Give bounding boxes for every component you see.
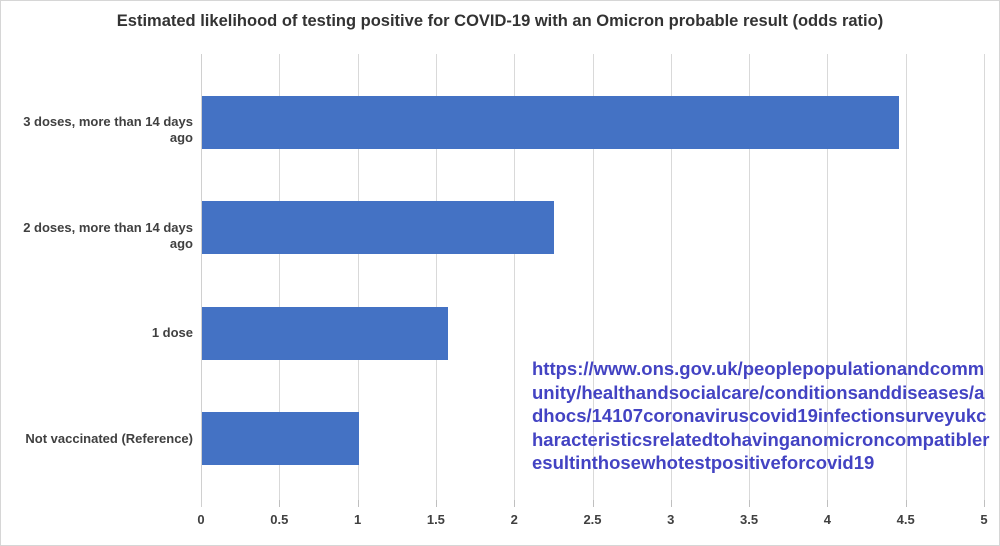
x-gridline: [749, 54, 751, 500]
x-axis-tick: [435, 500, 437, 507]
category-label: 3 doses, more than 14 days ago: [23, 114, 193, 145]
x-axis-tick-label: 1: [353, 512, 362, 527]
x-axis-tick: [357, 500, 359, 507]
x-gridline: [435, 54, 437, 500]
x-axis-tick: [827, 500, 829, 507]
x-axis-tick-label: 0.5: [270, 512, 289, 527]
data-bar: [202, 95, 899, 149]
x-axis-tick: [905, 500, 907, 507]
x-gridline: [984, 54, 985, 500]
x-gridline: [905, 54, 907, 500]
x-gridline: [592, 54, 594, 500]
x-axis-tick-label: 0: [197, 512, 205, 527]
x-gridline: [514, 54, 516, 500]
x-gridline: [827, 54, 829, 500]
data-bar: [202, 201, 555, 255]
x-axis-tick-label: 4: [823, 512, 831, 527]
category-label: 2 doses, more than 14 days ago: [23, 219, 193, 251]
x-axis-tick: [749, 500, 751, 507]
x-axis-tick-label: 1.5: [426, 512, 445, 527]
category-label: Not vaccinated (Reference): [25, 430, 193, 446]
x-axis-tick: [670, 500, 672, 507]
source-url-annotation: https://www.ons.gov.uk/peoplepopulationa…: [532, 358, 990, 473]
category-axis-line: [201, 54, 202, 507]
x-gridline: [357, 54, 359, 500]
x-axis-tick-label: 3.5: [740, 512, 759, 527]
category-label: 1 dose: [151, 325, 193, 341]
x-axis-tick-label: 4.5: [896, 512, 915, 527]
x-gridline: [279, 54, 281, 500]
x-axis-tick: [984, 500, 985, 507]
x-axis-tick: [279, 500, 281, 507]
x-axis-tick-label: 2: [510, 512, 518, 527]
data-bar: [202, 306, 448, 360]
x-axis-tick-label: 2.5: [583, 512, 602, 527]
x-axis-tick: [592, 500, 594, 507]
chart-title: Estimated likelihood of testing positive…: [116, 12, 884, 30]
x-axis-tick-label: 3: [667, 512, 675, 527]
x-gridline: [670, 54, 672, 500]
x-axis-tick: [514, 500, 516, 507]
x-axis-tick-label: 5: [980, 512, 988, 527]
data-bar: [202, 412, 359, 466]
